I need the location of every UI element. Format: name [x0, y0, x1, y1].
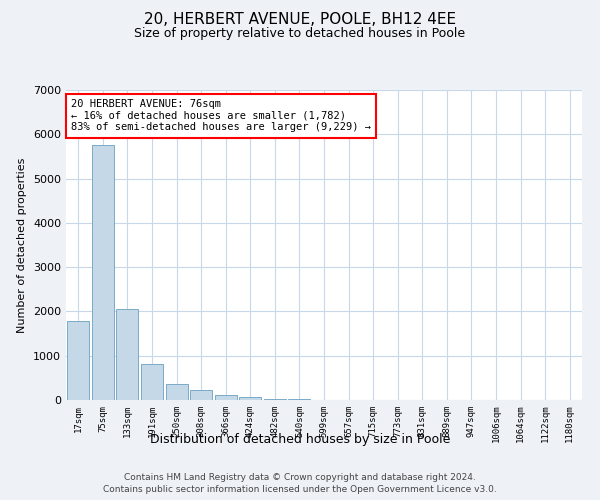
Bar: [116, 309, 139, 400]
Bar: [141, 364, 163, 400]
Bar: [190, 390, 212, 400]
Y-axis label: Number of detached properties: Number of detached properties: [17, 158, 28, 332]
Bar: [239, 398, 262, 400]
Text: 20, HERBERT AVENUE, POOLE, BH12 4EE: 20, HERBERT AVENUE, POOLE, BH12 4EE: [144, 12, 456, 28]
Bar: [67, 321, 89, 400]
Text: Size of property relative to detached houses in Poole: Size of property relative to detached ho…: [134, 28, 466, 40]
Bar: [215, 395, 237, 400]
Text: Distribution of detached houses by size in Poole: Distribution of detached houses by size …: [150, 432, 450, 446]
Text: 20 HERBERT AVENUE: 76sqm
← 16% of detached houses are smaller (1,782)
83% of sem: 20 HERBERT AVENUE: 76sqm ← 16% of detach…: [71, 100, 371, 132]
Bar: [92, 146, 114, 400]
Text: Contains public sector information licensed under the Open Government Licence v3: Contains public sector information licen…: [103, 485, 497, 494]
Bar: [264, 398, 286, 400]
Text: Contains HM Land Registry data © Crown copyright and database right 2024.: Contains HM Land Registry data © Crown c…: [124, 472, 476, 482]
Bar: [166, 384, 188, 400]
